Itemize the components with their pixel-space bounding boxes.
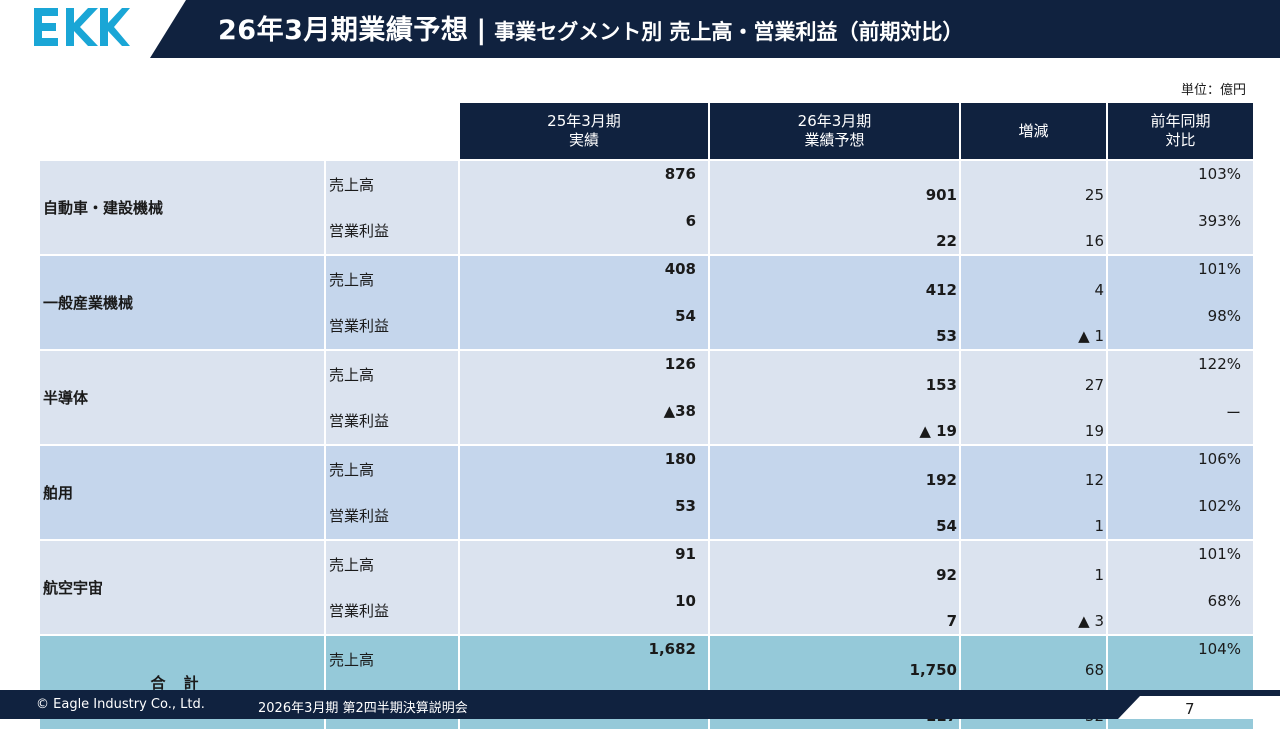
diff-value: 1 <box>960 493 1107 541</box>
prev-value: 876 <box>459 160 709 208</box>
table-row: 一般産業機械 売上高 408 412 4 101% <box>40 255 1253 303</box>
segment-name: 自動車・建設機械 <box>40 160 325 255</box>
forecast-value: 92 <box>709 540 960 588</box>
title-sub: 事業セグメント別 売上高・営業利益（前期対比） <box>494 20 963 44</box>
col-header-forecast: 26年3月期業績予想 <box>709 103 960 160</box>
company-logo <box>34 6 130 50</box>
diff-value: ▲ 1 <box>960 303 1107 351</box>
ratio-value: 106% <box>1107 445 1253 493</box>
title-separator: | <box>476 15 486 46</box>
diff-value: 68 <box>960 635 1107 683</box>
prev-value: 126 <box>459 350 709 398</box>
col-header-diff: 増減 <box>960 103 1107 160</box>
diff-value: 19 <box>960 398 1107 446</box>
ratio-value: 101% <box>1107 255 1253 303</box>
prev-value: 6 <box>459 208 709 256</box>
forecast-value: 1,750 <box>709 635 960 683</box>
prev-value: 53 <box>459 493 709 541</box>
ratio-value: 104% <box>1107 635 1253 683</box>
forecast-value: 901 <box>709 160 960 208</box>
segment-name: 航空宇宙 <box>40 540 325 635</box>
diff-value: 27 <box>960 350 1107 398</box>
table-row: 航空宇宙 売上高 91 92 1 101% <box>40 540 1253 588</box>
ratio-value: 103% <box>1107 160 1253 208</box>
segment-table: 25年3月期実績 26年3月期業績予想 増減 前年同期対比 自動車・建設機械 売… <box>40 103 1253 729</box>
row-label: 売上高 <box>325 350 459 398</box>
forecast-value: 7 <box>709 588 960 636</box>
segment-name: 半導体 <box>40 350 325 445</box>
prev-value: 10 <box>459 588 709 636</box>
header-blank <box>40 103 459 160</box>
forecast-value: 192 <box>709 445 960 493</box>
segment-name: 舶用 <box>40 445 325 540</box>
copyright: © Eagle Industry Co., Ltd. <box>36 697 205 712</box>
row-label: 営業利益 <box>325 588 459 636</box>
prev-value: 1,682 <box>459 635 709 683</box>
table-row: 自動車・建設機械 売上高 876 901 25 103% <box>40 160 1253 208</box>
diff-value: 16 <box>960 208 1107 256</box>
ratio-value: 102% <box>1107 493 1253 541</box>
table-row: 舶用 売上高 180 192 12 106% <box>40 445 1253 493</box>
prev-value: 180 <box>459 445 709 493</box>
row-label: 売上高 <box>325 160 459 208</box>
ratio-value: 393% <box>1107 208 1253 256</box>
row-label: 売上高 <box>325 255 459 303</box>
diff-value: 25 <box>960 160 1107 208</box>
forecast-value: 53 <box>709 303 960 351</box>
prev-value: 91 <box>459 540 709 588</box>
forecast-value: 22 <box>709 208 960 256</box>
prev-value: 408 <box>459 255 709 303</box>
page-title: 26年3月期業績予想 | 事業セグメント別 売上高・営業利益（前期対比） <box>218 8 964 47</box>
header: 26年3月期業績予想 | 事業セグメント別 売上高・営業利益（前期対比） <box>0 0 1280 58</box>
segment-name: 一般産業機械 <box>40 255 325 350</box>
event-title: 2026年3月期 第2四半期決算説明会 <box>258 697 468 716</box>
ratio-value: 68% <box>1107 588 1253 636</box>
diff-value: ▲ 3 <box>960 588 1107 636</box>
row-label: 営業利益 <box>325 303 459 351</box>
row-label: 売上高 <box>325 635 459 683</box>
footer-page-tab <box>1118 696 1280 719</box>
page-number: 7 <box>1185 700 1195 718</box>
title-main: 26年3月期業績予想 <box>218 15 468 46</box>
row-label: 売上高 <box>325 540 459 588</box>
table-row: 半導体 売上高 126 153 27 122% <box>40 350 1253 398</box>
diff-value: 12 <box>960 445 1107 493</box>
unit-label: 単位：億円 <box>1181 79 1246 98</box>
row-label: 営業利益 <box>325 493 459 541</box>
diff-value: 4 <box>960 255 1107 303</box>
forecast-value: 412 <box>709 255 960 303</box>
prev-value: 54 <box>459 303 709 351</box>
row-label: 営業利益 <box>325 398 459 446</box>
col-header-ratio: 前年同期対比 <box>1107 103 1253 160</box>
row-label: 営業利益 <box>325 208 459 256</box>
row-label: 売上高 <box>325 445 459 493</box>
forecast-value: 54 <box>709 493 960 541</box>
ratio-value: 101% <box>1107 540 1253 588</box>
table-row-total: 合計 売上高 1,682 1,750 68 104% <box>40 635 1253 683</box>
diff-value: 1 <box>960 540 1107 588</box>
forecast-value: ▲ 19 <box>709 398 960 446</box>
col-header-prev: 25年3月期実績 <box>459 103 709 160</box>
ratio-value: 98% <box>1107 303 1253 351</box>
forecast-value: 153 <box>709 350 960 398</box>
prev-value: ▲38 <box>459 398 709 446</box>
ratio-value: 122% <box>1107 350 1253 398</box>
ratio-value: ー <box>1107 398 1253 446</box>
